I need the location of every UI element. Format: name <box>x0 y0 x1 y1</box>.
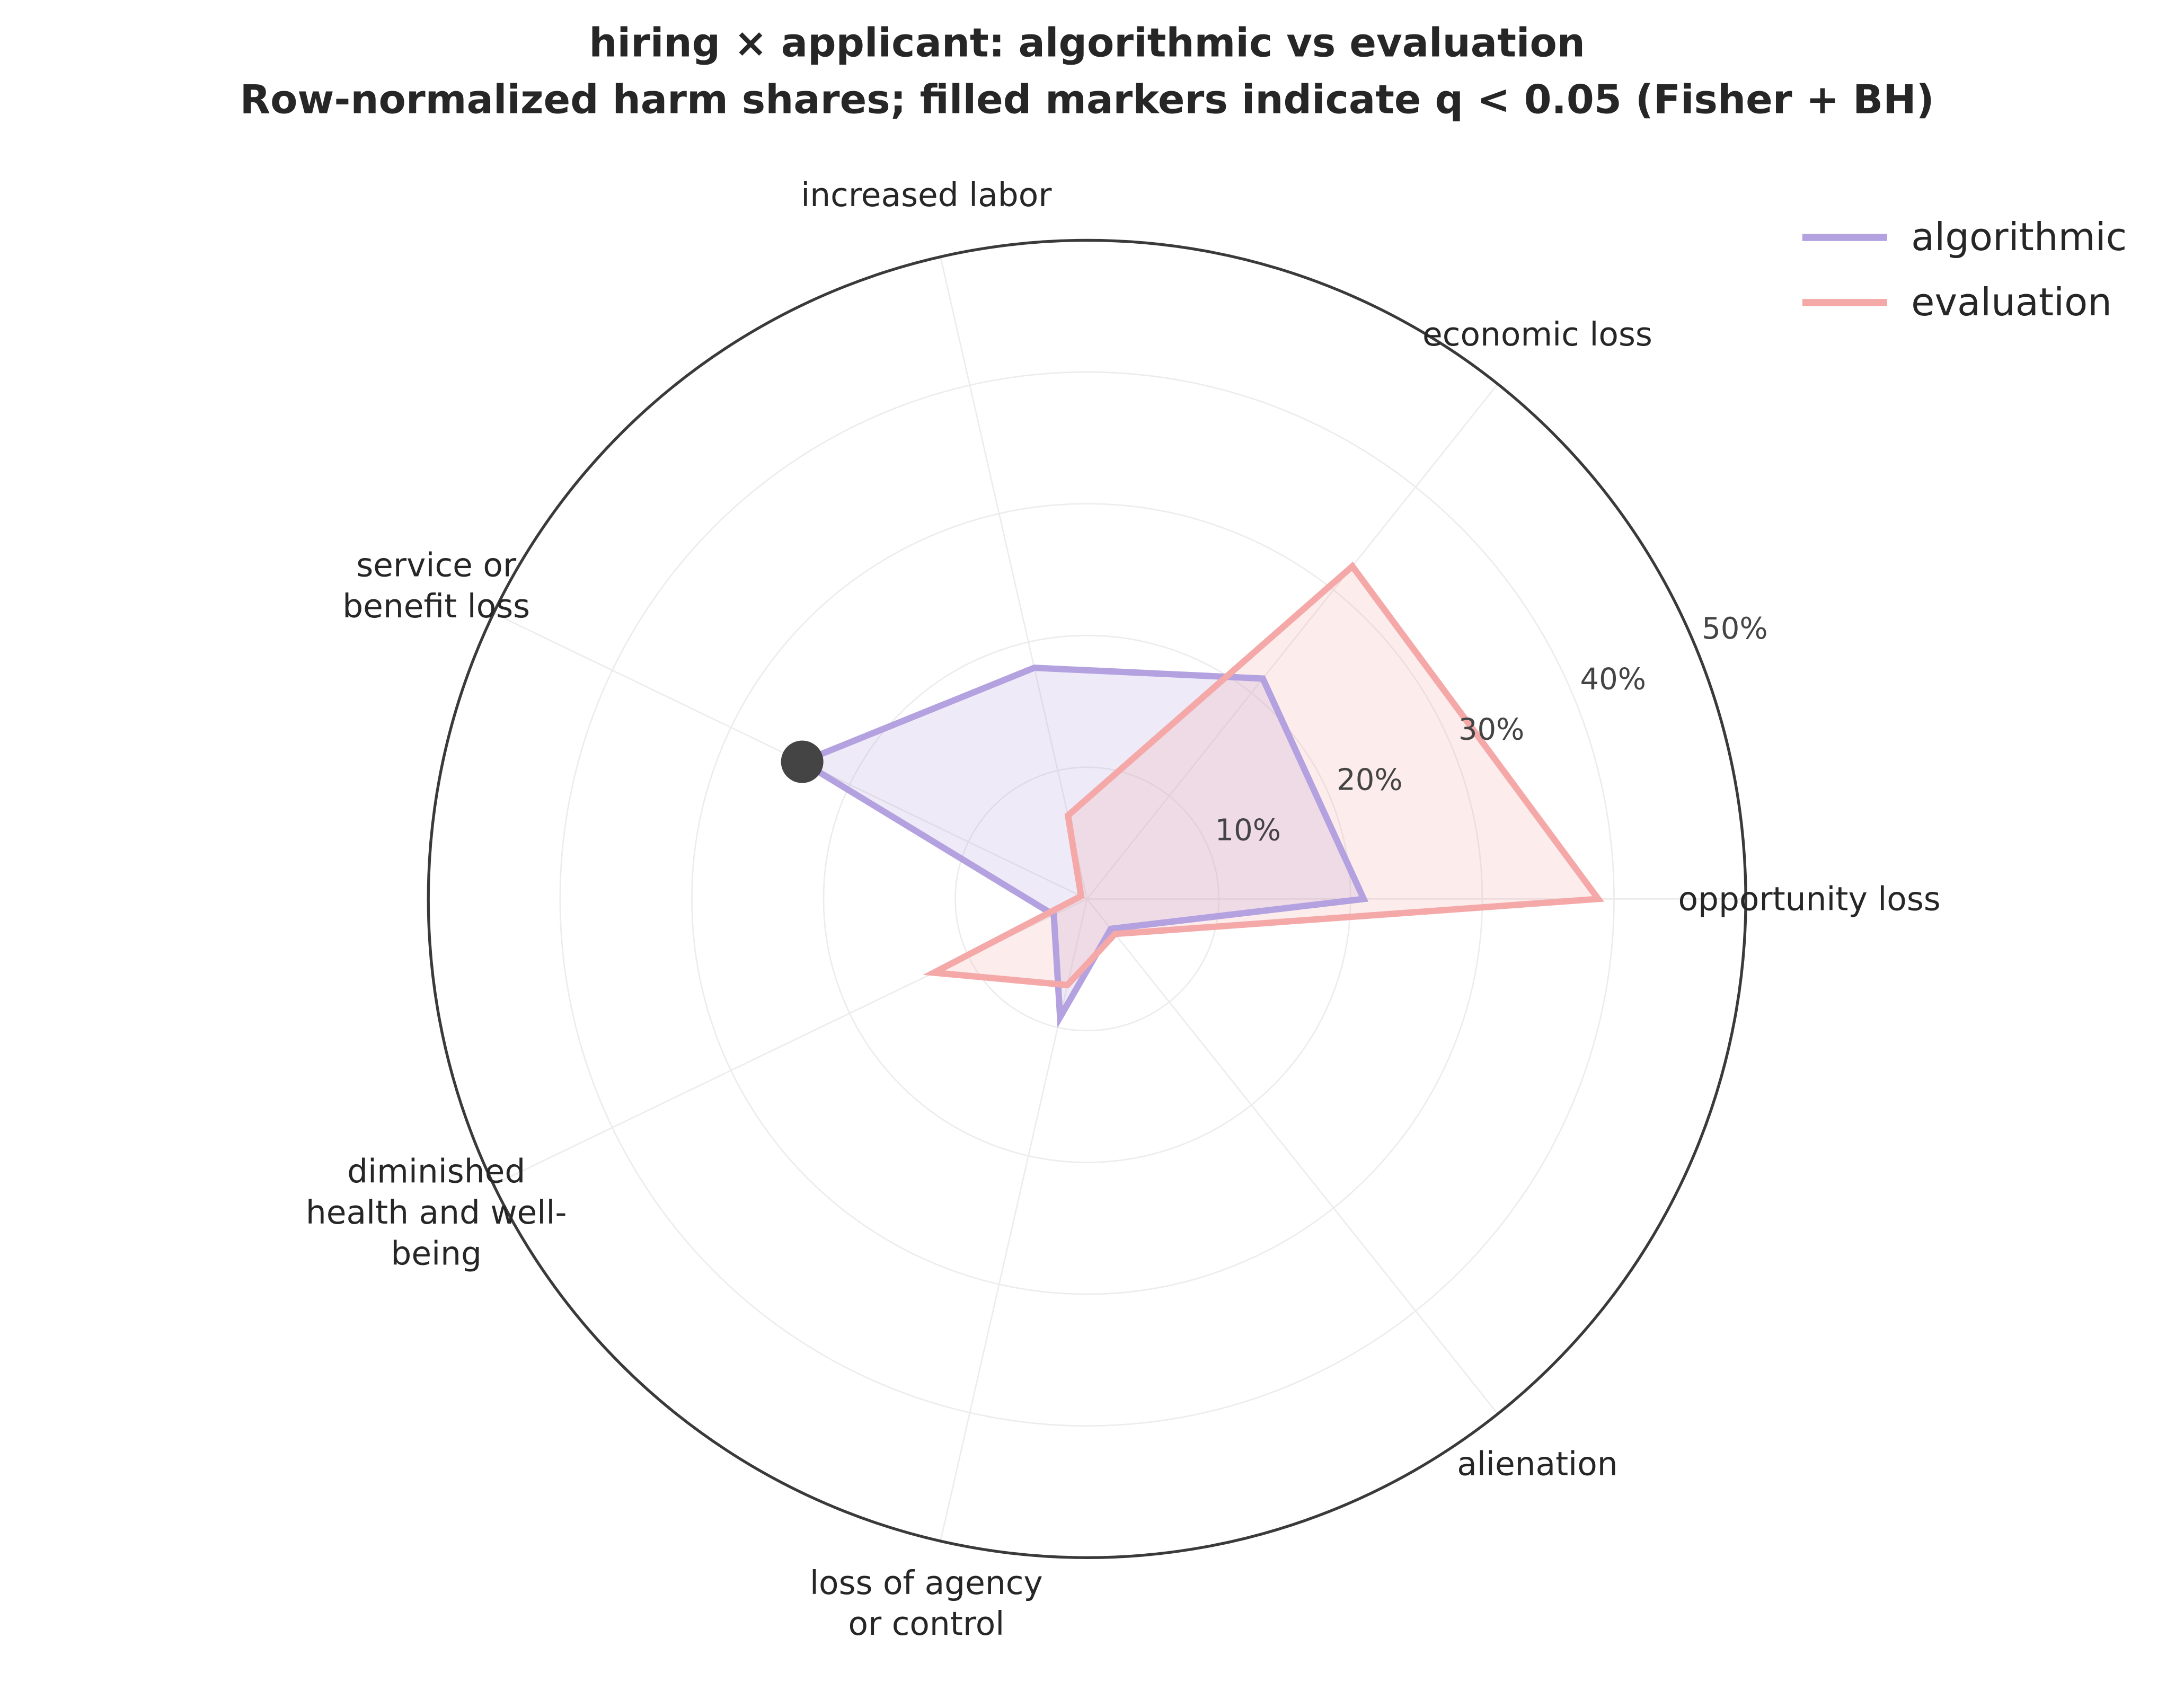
r-tick-label: 10% <box>1215 813 1281 848</box>
series-line <box>923 561 1604 988</box>
series-area <box>802 668 1364 1017</box>
spoke <box>940 899 1088 1542</box>
category-label: service or benefit loss <box>342 547 530 625</box>
legend-label: algorithmic <box>1911 215 2127 259</box>
series-area <box>934 566 1598 985</box>
chart-subtitle: Row-normalized harm shares; filled marke… <box>240 76 1934 122</box>
legend-label: evaluation <box>1911 280 2112 324</box>
spoke <box>1086 383 1499 900</box>
spoke <box>1086 898 1499 1414</box>
category-label: diminished health and well-being <box>306 1153 567 1273</box>
category-label: loss of agency or control <box>810 1564 1043 1643</box>
category-label: opportunity loss <box>1678 881 1940 918</box>
r-tick-label: 30% <box>1458 712 1524 747</box>
r-tick-label: 20% <box>1337 763 1402 798</box>
r-tick-label: 50% <box>1702 612 1767 646</box>
outer-frame <box>427 238 1747 1559</box>
chart-title: hiring × applicant: algorithmic vs evalu… <box>589 20 1585 66</box>
category-label: economic loss <box>1422 316 1652 353</box>
category-label: alienation <box>1457 1445 1617 1483</box>
r-tick-label: 40% <box>1580 662 1646 696</box>
category-label: increased labor <box>801 176 1052 214</box>
significant-marker <box>781 740 824 783</box>
spoke <box>940 256 1088 899</box>
